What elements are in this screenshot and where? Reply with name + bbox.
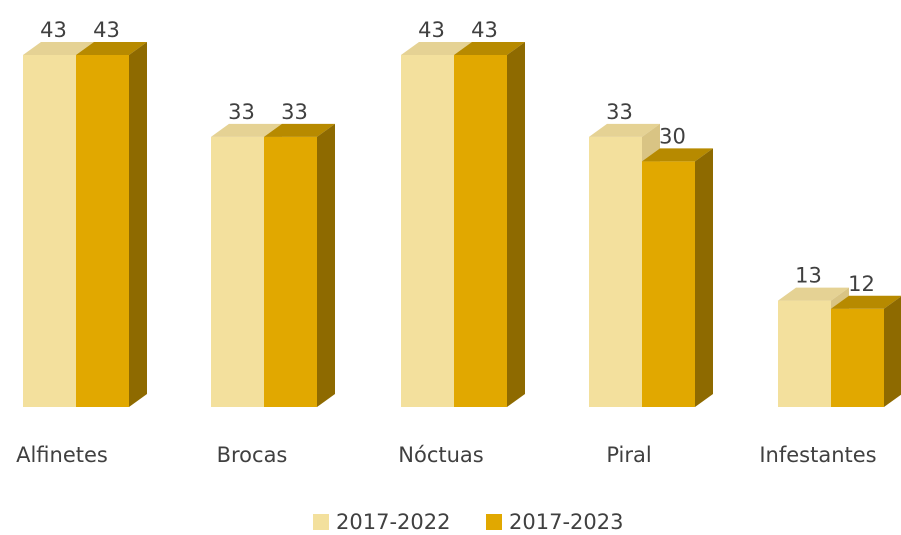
bar-front-alfinetes-2017-2023 [76,55,129,407]
bar-piral-2017-2023 [642,148,713,407]
bar-top-noctuas-2017-2023 [454,42,525,55]
bar-noctuas-2017-2023 [454,42,525,407]
category-label-alfinetes: Alfinetes [16,443,108,467]
bar-alfinetes-2017-2023 [76,42,147,407]
data-label-alfinetes-2017-2023: 43 [93,18,120,42]
data-labels-group: 43 43 33 33 43 43 33 30 13 12 [40,18,875,296]
legend-label-2017-2022: 2017-2022 [336,510,450,534]
data-label-piral-2017-2022: 33 [606,100,633,124]
bar-front-piral-2017-2022 [589,136,642,407]
bar-brocas-2017-2023 [264,123,335,407]
bar-top-piral-2017-2023 [642,148,713,162]
legend: 2017-2022 2017-2023 [313,510,623,534]
data-label-piral-2017-2023: 30 [659,124,686,148]
bar-top-alfinetes-2017-2022 [23,42,94,55]
bar-side-piral-2017-2023 [695,148,713,407]
legend-swatch-2017-2022 [313,514,329,530]
data-label-infestantes-2017-2023: 12 [848,272,875,296]
data-label-brocas-2017-2022: 33 [228,100,255,124]
bar-top-infestantes-2017-2022 [778,287,849,301]
category-labels-group: Alfinetes Brocas Nóctuas Piral Infestantes [16,443,877,467]
bar-side-alfinetes-2017-2023 [129,42,147,407]
data-label-alfinetes-2017-2022: 43 [40,18,67,42]
bars-group [23,42,901,407]
category-label-noctuas: Nóctuas [398,443,483,467]
legend-label-2017-2023: 2017-2023 [509,510,623,534]
data-label-infestantes-2017-2022: 13 [795,264,822,288]
category-label-brocas: Brocas [217,443,288,467]
bar-front-infestantes-2017-2022 [778,300,831,407]
bar-top-alfinetes-2017-2023 [76,42,147,55]
bar-front-brocas-2017-2022 [211,136,264,407]
legend-swatch-2017-2023 [486,514,502,530]
bar-side-infestantes-2017-2023 [884,296,901,407]
bar-top-infestantes-2017-2023 [831,295,901,309]
bar-front-alfinetes-2017-2022 [23,55,76,407]
bar-side-brocas-2017-2023 [317,123,335,407]
category-label-piral: Piral [606,443,651,467]
bar-front-infestantes-2017-2023 [831,308,884,407]
bar-front-noctuas-2017-2022 [401,55,454,407]
bar-front-piral-2017-2023 [642,161,695,407]
bar-infestantes-2017-2023 [831,295,901,407]
bar-front-noctuas-2017-2023 [454,55,507,407]
bar-top-brocas-2017-2022 [211,123,282,137]
bar-top-piral-2017-2022 [589,123,660,137]
bar-front-brocas-2017-2023 [264,136,317,407]
bar-side-noctuas-2017-2023 [507,42,525,407]
bar-top-brocas-2017-2023 [264,123,335,137]
data-label-noctuas-2017-2023: 43 [471,18,498,42]
category-label-infestantes: Infestantes [759,443,876,467]
data-label-brocas-2017-2023: 33 [281,100,308,124]
data-label-noctuas-2017-2022: 43 [418,18,445,42]
bar-top-noctuas-2017-2022 [401,42,472,55]
